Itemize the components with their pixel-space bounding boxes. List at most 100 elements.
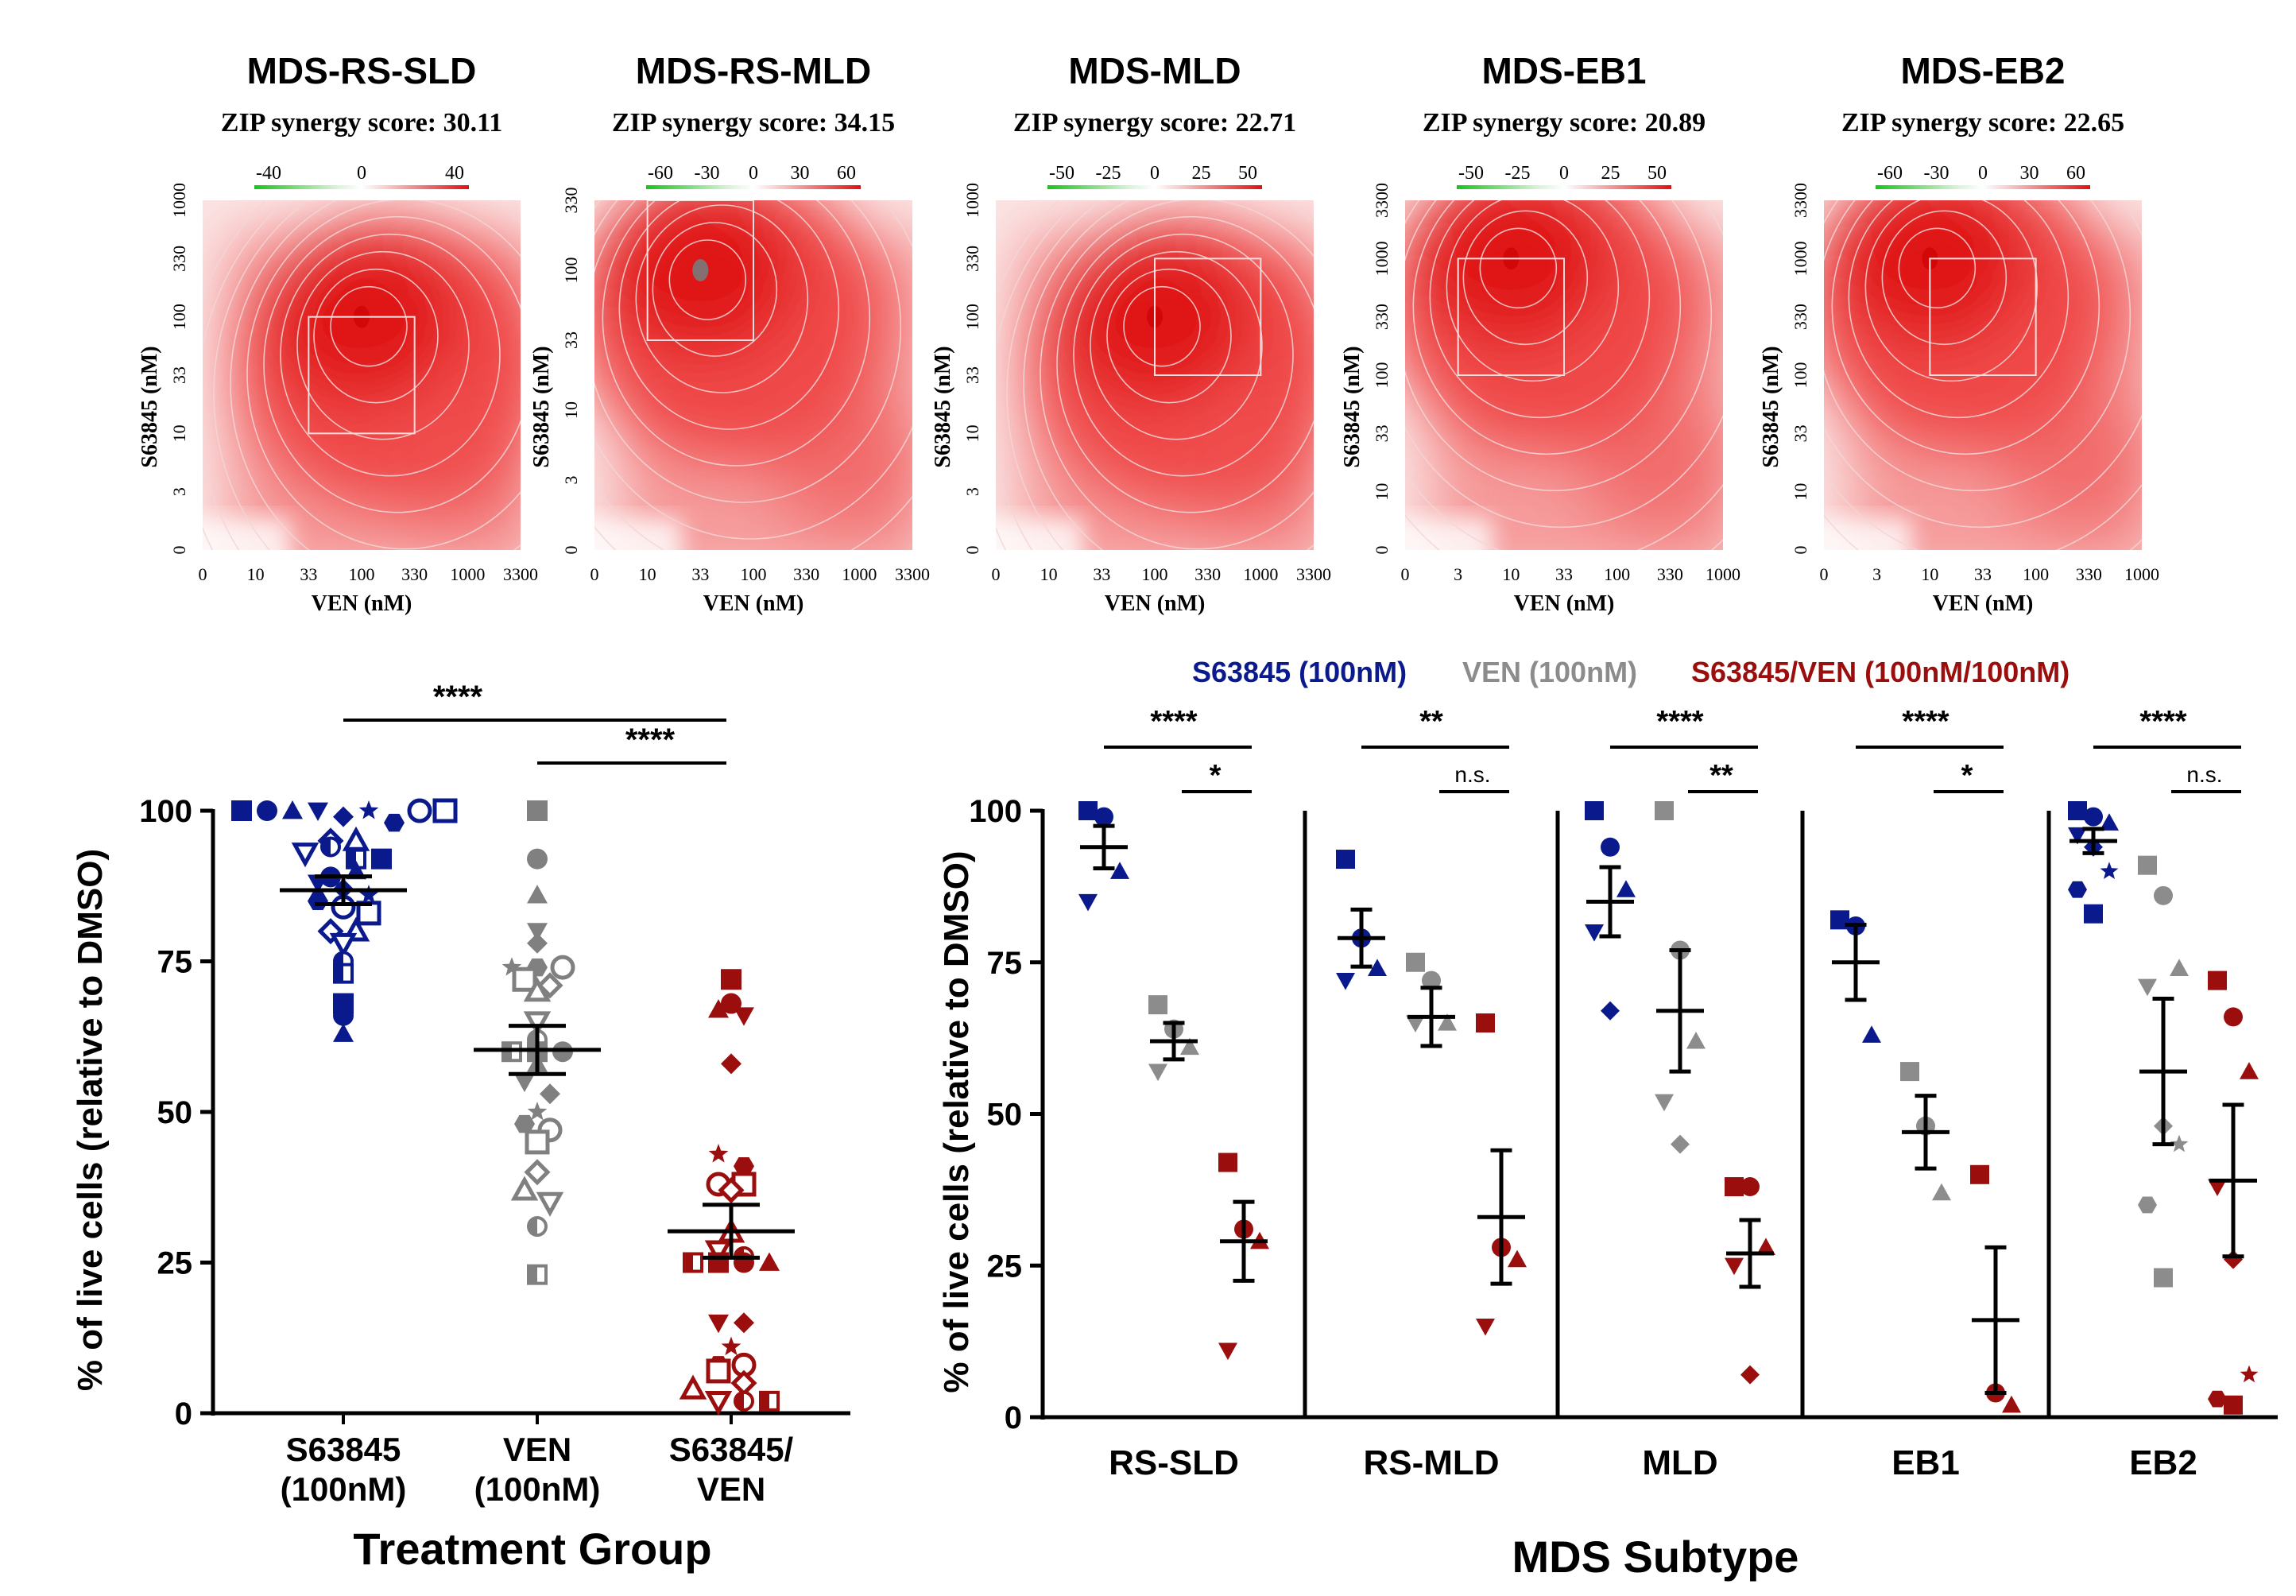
contour-lines xyxy=(594,200,912,550)
data-point xyxy=(2154,885,2173,905)
group-rs-sld: RS-SLD***** xyxy=(1078,705,1269,1482)
data-point xyxy=(329,932,358,958)
y-tick-label: 1000 xyxy=(1791,241,1810,276)
data-point xyxy=(1616,880,1636,897)
x-tick-label: 0 xyxy=(199,564,207,584)
colorbar-tick: -40 xyxy=(256,163,281,184)
x-tick-label: 330 xyxy=(401,564,428,584)
x-tick-label: 1000 xyxy=(2124,564,2159,584)
data-point xyxy=(718,1177,745,1204)
colorbar-tick: 60 xyxy=(2066,163,2085,184)
data-point xyxy=(1725,1257,1744,1276)
category-label: S63845 xyxy=(286,1431,401,1468)
x-tick-label: 33 xyxy=(300,564,317,584)
y-tick-label: 1000 xyxy=(962,183,982,218)
data-point xyxy=(1406,952,1425,972)
significance-label: **** xyxy=(1150,705,1197,738)
data-point xyxy=(1900,1062,1919,1082)
y-tick-label: 33 xyxy=(1791,424,1810,442)
group-label: RS-MLD xyxy=(1363,1443,1499,1482)
series-points xyxy=(1148,995,1199,1082)
x-axis-label: VEN (nM) xyxy=(312,591,412,616)
data-point xyxy=(527,885,548,904)
y-tick-label: 25 xyxy=(987,1249,1023,1284)
mean-sem-bar xyxy=(1832,922,1880,1002)
mean-sem-bar xyxy=(474,1024,601,1076)
data-point xyxy=(2068,827,2087,845)
y-tick-label: 75 xyxy=(157,945,193,980)
y-tick-label: 0 xyxy=(1372,546,1392,555)
significance-label: **** xyxy=(625,722,676,757)
y-tick-label: 330 xyxy=(962,246,982,272)
data-point xyxy=(320,836,341,858)
y-tick-label: 33 xyxy=(962,366,982,384)
heatmap-area xyxy=(1824,200,2142,550)
series-points xyxy=(1725,1177,1775,1385)
category-label: (100nM) xyxy=(474,1470,601,1508)
group-label: EB1 xyxy=(1891,1443,1960,1482)
data-point xyxy=(524,1159,551,1186)
y-tick-label: 0 xyxy=(561,546,581,555)
y-tick-label: 3 xyxy=(169,487,189,496)
y-tick-label: 330 xyxy=(1791,304,1810,330)
data-point xyxy=(540,1083,560,1105)
data-point xyxy=(308,874,328,893)
x-tick-label: 330 xyxy=(1194,564,1221,584)
data-point xyxy=(291,843,319,868)
mean-sem-bar xyxy=(1407,986,1455,1048)
data-point xyxy=(333,1005,354,1026)
data-point xyxy=(2224,1395,2243,1415)
y-axis-label: S63845 (nM) xyxy=(1340,346,1365,467)
significance-label: * xyxy=(1961,759,1973,792)
y-axis-label: S63845 (nM) xyxy=(529,346,554,467)
data-point xyxy=(1671,1134,1690,1154)
x-tick-label: 0 xyxy=(992,564,1001,584)
heatmap-area xyxy=(594,200,912,550)
group-label: MLD xyxy=(1642,1443,1717,1482)
y-tick-label: 3 xyxy=(962,487,982,496)
x-axis-label: VEN (nM) xyxy=(1514,591,1615,616)
colorbar-tick: -50 xyxy=(1049,163,1074,184)
x-tick-label: 1000 xyxy=(1243,564,1278,584)
colorbar-tick: 50 xyxy=(1647,163,1667,184)
data-point xyxy=(706,1358,731,1384)
data-point xyxy=(1740,1365,1760,1385)
contour-lines xyxy=(1824,200,2142,550)
x-axis-label: MDS Subtype xyxy=(1512,1532,1799,1582)
data-point xyxy=(333,963,354,984)
data-point xyxy=(721,1053,741,1075)
data-point xyxy=(501,957,522,976)
data-point xyxy=(536,1191,564,1217)
pooled-scatter-chart: 0 25 50 75 100 % of live cells (relative to D… xyxy=(71,680,850,1574)
data-point xyxy=(2002,1395,2021,1413)
x-tick-label: 0 xyxy=(1401,564,1410,584)
series-points xyxy=(1476,1013,1527,1336)
data-point xyxy=(527,1216,548,1238)
data-point xyxy=(407,798,432,823)
mean-sem-bar xyxy=(1972,1245,2019,1395)
x-tick-label: 3300 xyxy=(895,564,930,584)
group-label: EB2 xyxy=(2129,1443,2197,1482)
colorbar-tick: 50 xyxy=(1238,163,1257,184)
heatmap-title: MDS-EB1 xyxy=(1481,50,1646,91)
x-tick-label: 33 xyxy=(1555,564,1573,584)
colorbar-tick: -50 xyxy=(1458,163,1484,184)
legend-entry: S63845 (100nM) xyxy=(1192,656,1407,688)
data-point xyxy=(358,885,379,904)
data-point xyxy=(514,1073,535,1093)
colorbar-tick: 0 xyxy=(1150,163,1160,184)
y-axis-label: % of live cells (relative to DMSO) xyxy=(71,849,110,1391)
category-label: S63845/ xyxy=(669,1431,794,1468)
mean-sem-bar xyxy=(2139,997,2187,1147)
y-tick-label: 0 xyxy=(962,546,982,555)
heatmap-panel-3: MDS-MLD ZIP synergy score: 22.71 -50 -25 0 25… xyxy=(931,50,1331,616)
data-point xyxy=(512,967,537,992)
colorbar xyxy=(1457,185,1671,189)
x-tick-label: 0 xyxy=(1820,564,1829,584)
mean-sem-bar xyxy=(1150,1021,1198,1062)
data-point xyxy=(1406,1015,1425,1033)
heatmap-panel-4: MDS-EB1 ZIP synergy score: 20.89 -50 -25 0 25… xyxy=(1340,50,1740,616)
y-tick-label: 100 xyxy=(962,304,982,330)
data-point xyxy=(708,1252,729,1273)
